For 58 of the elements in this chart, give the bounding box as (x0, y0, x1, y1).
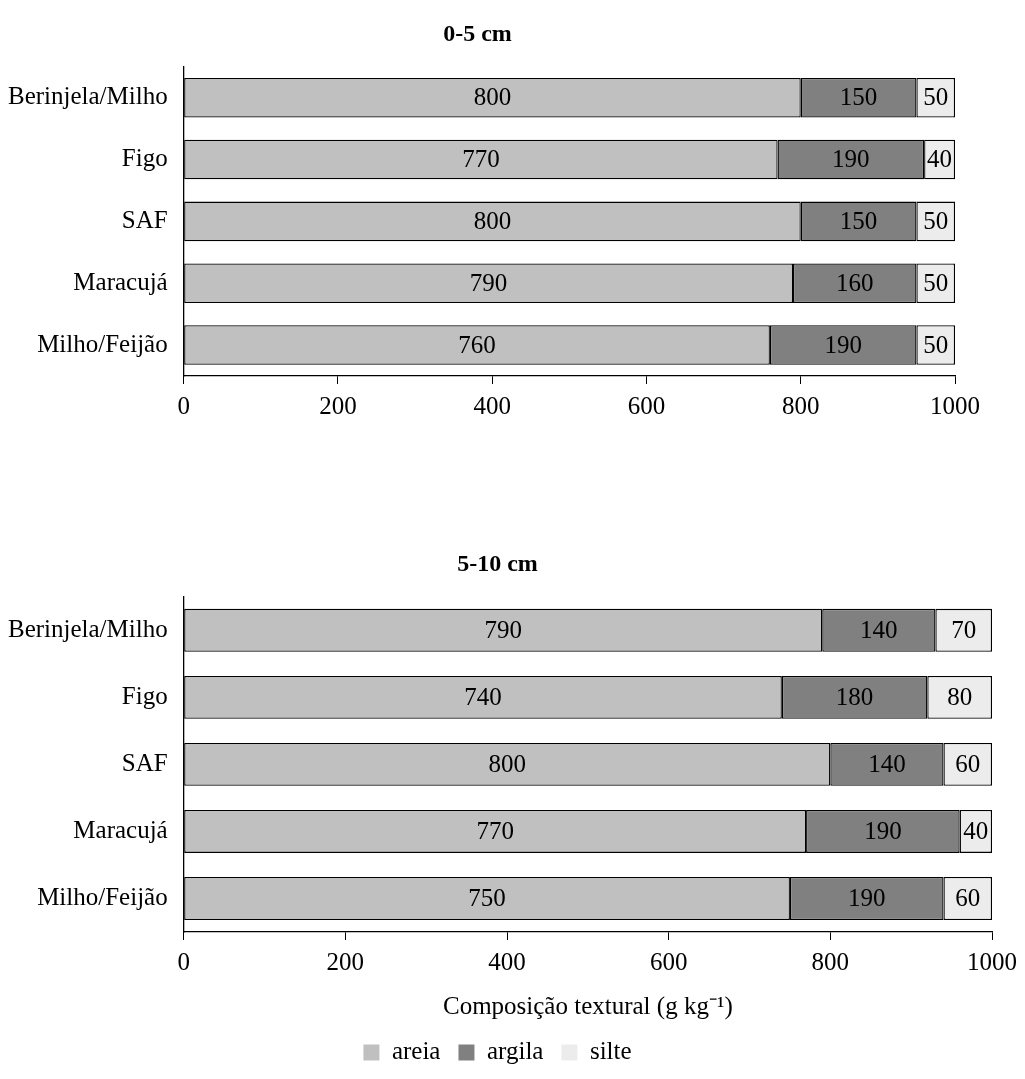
data-label: 60 (955, 749, 981, 777)
x-tick-label: 0 (177, 391, 190, 419)
data-label: 190 (864, 817, 902, 844)
data-label: 50 (923, 206, 949, 234)
data-label: 800 (473, 83, 512, 111)
x-tick-label: 800 (781, 391, 820, 419)
data-label: 190 (847, 884, 886, 912)
x-tick-label: 800 (811, 947, 850, 975)
x-tick-label: 1000 (930, 391, 980, 419)
y-tick-label: Milho/Feijão (37, 329, 168, 357)
x-tick-label: 400 (488, 947, 526, 975)
data-label: 800 (488, 749, 527, 777)
y-tick-label: SAF (121, 748, 168, 776)
data-label: 190 (832, 145, 870, 173)
data-label: 750 (468, 884, 506, 912)
chart-title: 5-10 cm (457, 549, 538, 576)
data-label: 50 (923, 330, 949, 358)
data-label: 50 (923, 83, 949, 111)
data-label: 40 (927, 145, 953, 173)
data-label: 140 (860, 615, 898, 643)
x-axis-title: Composição textural (g kg⁻¹) (442, 991, 733, 1020)
legend-label: argila (486, 1037, 544, 1065)
y-tick-label: Berinjela/Milho (7, 82, 168, 110)
data-label: 760 (458, 330, 496, 358)
data-label: 60 (955, 884, 981, 912)
data-label: 160 (835, 268, 874, 296)
data-label: 150 (839, 206, 878, 234)
data-label: 790 (484, 615, 522, 643)
data-label: 50 (923, 268, 949, 296)
data-label: 180 (835, 682, 874, 710)
data-label: 800 (473, 206, 512, 234)
data-label: 770 (462, 145, 500, 173)
chart-title: 0-5 cm (443, 19, 512, 46)
x-tick-label: 400 (473, 391, 511, 419)
data-label: 770 (476, 817, 514, 844)
legend-label: silte (589, 1037, 632, 1065)
x-tick-label: 600 (627, 391, 666, 419)
data-label: 150 (839, 83, 878, 111)
data-label: 740 (464, 682, 502, 710)
y-tick-label: Figo (121, 681, 168, 709)
data-label: 40 (963, 817, 989, 844)
y-tick-label: Milho/Feijão (37, 883, 168, 911)
y-tick-label: Figo (121, 144, 168, 172)
data-label: 80 (947, 682, 973, 710)
data-label: 70 (951, 615, 977, 643)
y-tick-label: Berinjela/Milho (7, 614, 168, 642)
data-label: 790 (469, 268, 508, 296)
data-label: 140 (868, 749, 906, 777)
x-tick-label: 200 (319, 391, 357, 419)
x-tick-label: 0 (177, 947, 190, 975)
x-tick-label: 600 (649, 947, 688, 975)
x-tick-label: 200 (326, 947, 365, 975)
x-tick-label: 1000 (967, 947, 1017, 975)
y-tick-label: Maracujá (73, 267, 168, 295)
legend-label: areia (391, 1037, 441, 1065)
y-tick-label: SAF (121, 205, 168, 233)
data-label: 190 (824, 330, 862, 358)
y-tick-label: Maracujá (73, 816, 168, 843)
